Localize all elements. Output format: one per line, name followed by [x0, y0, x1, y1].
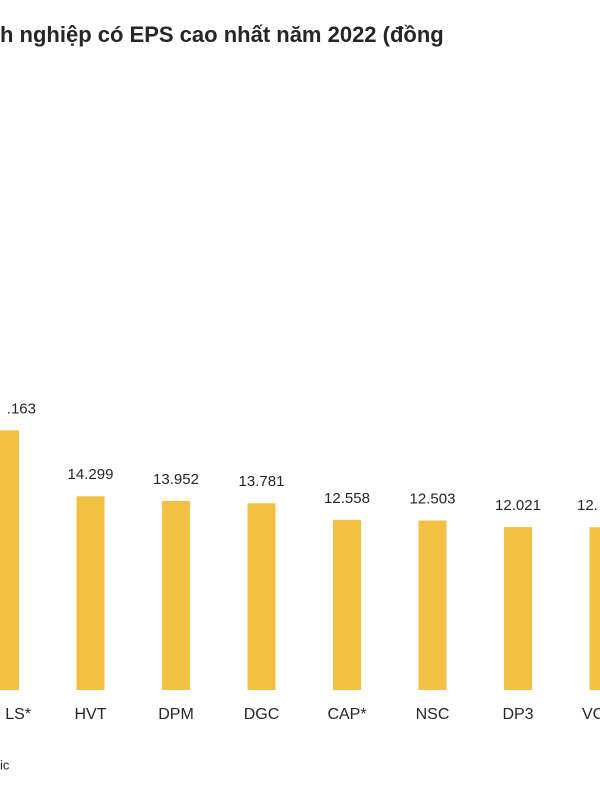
bar [76, 496, 105, 690]
bar [0, 430, 19, 690]
value-label: 12. [577, 497, 598, 514]
x-tick-label: VC [582, 706, 600, 723]
x-tick-label: CAP* [327, 706, 366, 723]
bar [247, 503, 276, 690]
bar [418, 520, 447, 690]
value-label: .163 [7, 400, 36, 417]
x-tick-label: DGC [244, 706, 280, 723]
value-label: 12.021 [495, 497, 541, 514]
x-tick-label: LS* [5, 706, 31, 723]
value-label: 13.781 [239, 473, 285, 490]
chart-title: h nghiệp có EPS cao nhất năm 2022 (đồng [0, 22, 444, 47]
value-label: 13.952 [153, 471, 199, 488]
x-tick-label: NSC [416, 706, 450, 723]
x-tick-label: DPM [158, 706, 194, 723]
bar [504, 527, 532, 690]
value-label: 14.299 [68, 466, 114, 483]
bar [589, 527, 600, 690]
bar [333, 519, 361, 690]
value-label: 12.503 [410, 491, 456, 508]
value-label: 12.558 [324, 490, 370, 507]
x-tick-label: DP3 [502, 706, 533, 723]
bar [162, 500, 190, 690]
x-tick-label: HVT [75, 706, 107, 723]
source: ic [0, 757, 10, 772]
